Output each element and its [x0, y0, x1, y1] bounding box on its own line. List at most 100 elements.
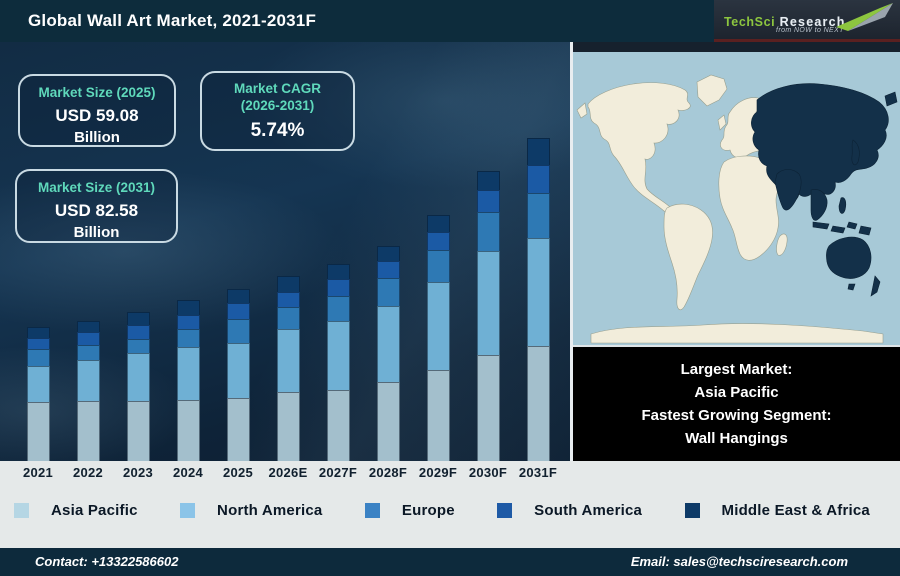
legend-item-middle-east-and-africa: Middle East & Africa	[684, 502, 870, 519]
chart-panel: Market Size (2025) USD 59.08 Billion Mar…	[0, 42, 570, 461]
callout-line-2: Asia Pacific	[694, 383, 779, 401]
segment-middle-east-and-africa	[76, 321, 100, 332]
segment-europe	[426, 250, 450, 282]
x-label-2030f: 2030F	[468, 465, 508, 480]
segment-europe	[76, 345, 100, 360]
bar-2024	[163, 42, 213, 461]
x-label-2025: 2025	[222, 465, 254, 480]
stat-value: USD 59.08	[55, 105, 139, 125]
stat-box-market-size-2025: Market Size (2025) USD 59.08 Billion	[18, 74, 176, 147]
continent-south-america	[663, 203, 713, 311]
segment-middle-east-and-africa	[326, 264, 350, 279]
legend-swatch-north-america	[180, 503, 196, 518]
segment-asia-pacific	[426, 370, 450, 461]
stat-box-market-size-2031: Market Size (2031) USD 82.58 Billion	[15, 169, 178, 243]
segment-europe	[476, 212, 500, 251]
techsci-logo: TechSci Research from NOW to NEXT	[714, 0, 900, 42]
bar-2029f	[413, 42, 463, 461]
callout-line-4: Wall Hangings	[685, 430, 788, 448]
philippines	[838, 197, 847, 214]
segment-south-america	[426, 232, 450, 250]
bars	[13, 42, 563, 461]
stat-value: 5.74%	[250, 119, 305, 141]
legend-label-middle-east-and-africa: Middle East & Africa	[721, 502, 870, 519]
legend-swatch-middle-east-and-africa	[684, 503, 700, 518]
segment-south-america	[326, 279, 350, 296]
bar-2025	[213, 42, 263, 461]
callout-line-3: Fastest Growing Segment:	[641, 407, 832, 424]
legend-item-europe: Europe	[364, 502, 455, 519]
chart-legend: Asia Pacific North America Europe South Ame…	[14, 502, 870, 519]
segment-europe	[526, 193, 550, 238]
siberia-ne-tip	[884, 91, 898, 107]
segment-middle-east-and-africa	[126, 312, 150, 325]
bar-2026e	[263, 42, 313, 461]
x-label-2026e: 2026E	[268, 465, 308, 480]
footer-contact: Contact: +13322586602	[35, 554, 179, 569]
segment-asia-pacific	[376, 382, 400, 461]
segment-south-america	[476, 190, 500, 212]
segment-asia-pacific	[126, 401, 150, 461]
segment-north-america	[126, 353, 150, 401]
bar-2022	[63, 42, 113, 461]
alaska-tip	[576, 102, 588, 119]
footer-bar: Contact: +13322586602 Email: sales@techs…	[0, 548, 900, 576]
callout-box: Largest Market: Asia Pacific Fastest Gro…	[573, 345, 900, 461]
bottom-band: 2021 2022 2023 2024 2025 2026E 2027F 2028F 2029F…	[0, 461, 900, 548]
segment-asia-pacific	[526, 346, 550, 461]
map-top-strip	[573, 42, 900, 52]
stat-box-market-cagr: Market CAGR (2026-2031) 5.74%	[200, 71, 355, 151]
legend-item-north-america: North America	[180, 502, 322, 519]
segment-north-america	[26, 366, 50, 402]
segment-europe	[26, 349, 50, 366]
segment-europe	[176, 329, 200, 347]
logo-brand-silver: Research	[779, 15, 846, 29]
stat-title: Market CAGR	[233, 81, 322, 96]
bar-2030f	[463, 42, 513, 461]
legend-item-south-america: South America	[497, 502, 642, 519]
logo-tagline: from NOW to NEXT	[776, 27, 844, 34]
indonesia-2	[830, 225, 846, 234]
bar-2031f	[513, 42, 563, 461]
legend-item-asia-pacific: Asia Pacific	[14, 502, 138, 519]
segment-north-america	[76, 360, 100, 401]
bar-2028f	[363, 42, 413, 461]
x-label-2023: 2023	[122, 465, 154, 480]
segment-middle-east-and-africa	[276, 276, 300, 292]
segment-asia-pacific	[76, 401, 100, 461]
segment-north-america	[426, 282, 450, 370]
x-label-2022: 2022	[72, 465, 104, 480]
logo-arrow-icon	[836, 3, 893, 31]
segment-north-america	[176, 347, 200, 400]
right-panel: Largest Market: Asia Pacific Fastest Gro…	[570, 42, 900, 461]
bar-2021	[13, 42, 63, 461]
segment-middle-east-and-africa	[176, 300, 200, 315]
legend-swatch-europe	[364, 503, 380, 518]
tasmania	[847, 283, 856, 291]
stat-unit: Billion	[74, 128, 120, 146]
continent-greenland	[696, 74, 728, 107]
x-label-2027f: 2027F	[318, 465, 358, 480]
segment-south-america	[126, 325, 150, 339]
segment-middle-east-and-africa	[376, 246, 400, 261]
segment-asia-pacific	[326, 390, 350, 461]
segment-north-america	[226, 343, 250, 398]
segment-europe	[276, 307, 300, 329]
segment-north-america	[326, 321, 350, 390]
legend-label-asia-pacific: Asia Pacific	[51, 502, 138, 519]
x-label-2021: 2021	[22, 465, 54, 480]
segment-europe	[376, 278, 400, 306]
stat-title-line2: (2026-2031)	[240, 97, 315, 113]
footer-email: Email: sales@techsciresearch.com	[630, 554, 848, 569]
bar-2027f	[313, 42, 363, 461]
segment-north-america	[376, 306, 400, 382]
segment-asia-pacific	[226, 398, 250, 461]
callout-line-1: Largest Market:	[680, 360, 793, 378]
legend-label-south-america: South America	[534, 502, 643, 519]
x-axis-labels: 2021 2022 2023 2024 2025 2026E 2027F 2028F 2029F…	[13, 465, 563, 480]
new-zealand	[870, 275, 881, 297]
indonesia-3	[846, 221, 858, 230]
segment-south-america	[76, 332, 100, 345]
australia	[826, 236, 872, 279]
legend-swatch-asia-pacific	[14, 503, 29, 518]
